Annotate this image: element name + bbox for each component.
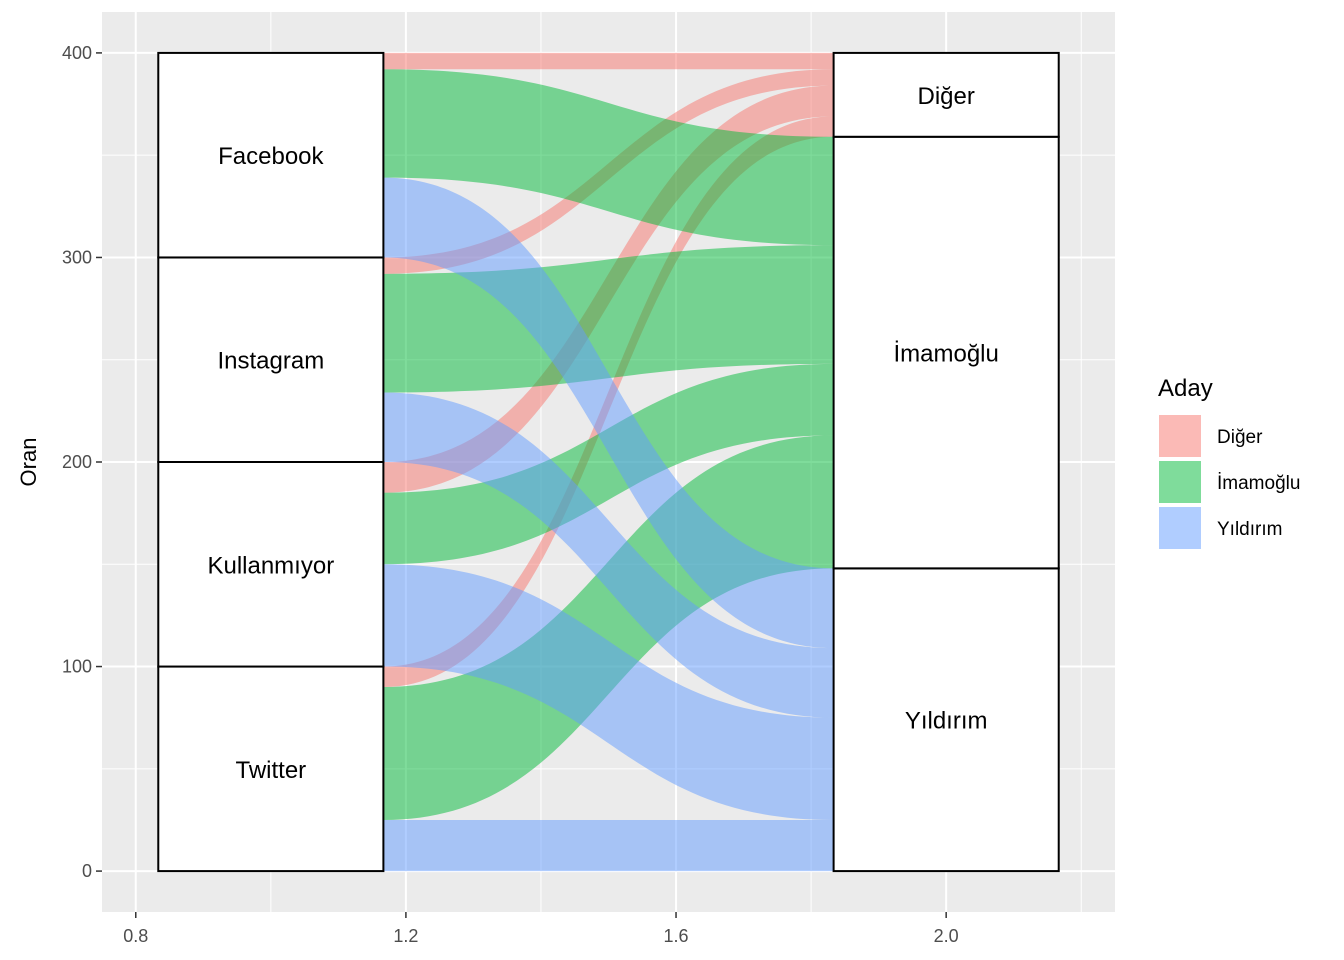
legend-title: Aday <box>1158 375 1213 402</box>
y-tick-label: 400 <box>62 43 92 63</box>
stratum-twitter <box>157 665 385 873</box>
stratum-label-yildirim: Yıldırım <box>905 708 988 735</box>
stratum-yildirim <box>832 567 1060 873</box>
y-tick-label: 300 <box>62 247 92 267</box>
flow-layer <box>383 52 834 872</box>
flow-facebook-to-yildirim <box>383 177 834 649</box>
axes: 0.8 1.2 1.6 2.0 0 100 200 300 400 <box>62 43 959 946</box>
y-tick-label: 200 <box>62 452 92 472</box>
stratum-label-facebook: Facebook <box>218 143 324 170</box>
y-tick-label: 100 <box>62 657 92 677</box>
legend-label-diger: Diğer <box>1217 427 1263 448</box>
legend-key-diger <box>1159 415 1201 457</box>
x-tick-label: 2.0 <box>934 926 959 946</box>
legend-key-yildirim <box>1159 507 1201 549</box>
stratum-facebook <box>157 51 385 259</box>
legend-label-imamoglu: İmamoğlu <box>1217 473 1300 494</box>
flow-twitter-to-yildirim <box>383 819 834 872</box>
legend: Aday Diğer İmamoğlu Yıldırım <box>1158 375 1300 550</box>
flow-kullanmiyor-to-imamoglu <box>383 363 834 565</box>
flow-facebook-to-imamoglu <box>383 69 834 246</box>
stratum-label-kullanmiyor: Kullanmıyor <box>207 552 334 579</box>
flow-facebook-to-diger <box>383 52 834 70</box>
y-tick-label: 0 <box>82 861 92 881</box>
flow-kullanmiyor-to-yildirim <box>383 564 834 820</box>
stratum-diger <box>832 51 1060 138</box>
legend-key-imamoglu <box>1159 461 1201 503</box>
x-tick-label: 0.8 <box>123 926 148 946</box>
stratum-label-instagram: Instagram <box>217 348 324 375</box>
legend-label-yildirim: Yıldırım <box>1217 519 1282 540</box>
stratum-layer: Twitter Kullanmıyor Instagram Facebook Yıldı… <box>157 51 1060 873</box>
flow-instagram-to-yildirim <box>383 392 834 718</box>
x-tick-label: 1.6 <box>664 926 689 946</box>
stratum-label-diger: Diğer <box>917 83 974 110</box>
stratum-label-twitter: Twitter <box>235 757 306 784</box>
x-tick-label: 1.2 <box>393 926 418 946</box>
stratum-kullanmiyor <box>157 461 385 668</box>
stratum-imamoglu <box>832 135 1060 570</box>
y-axis-title: Oran <box>16 438 41 487</box>
stratum-label-imamoglu: İmamoğlu <box>893 341 998 368</box>
